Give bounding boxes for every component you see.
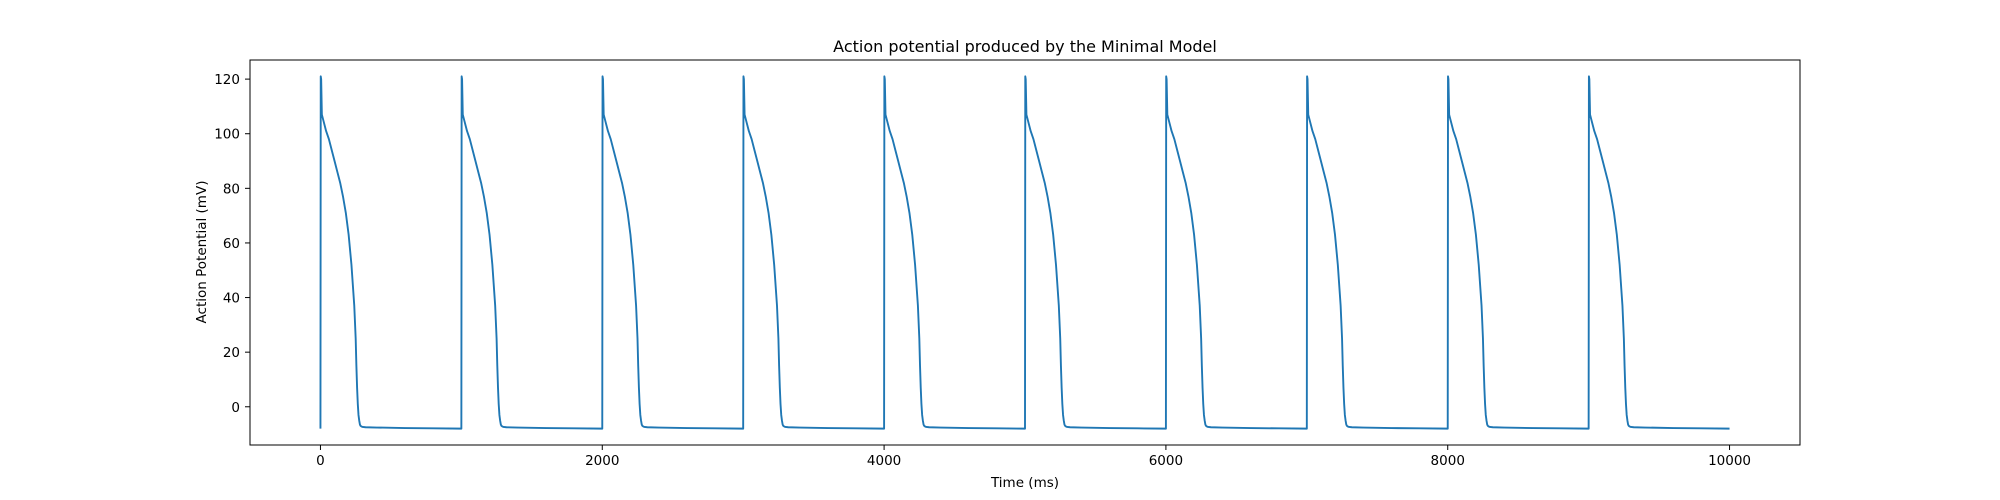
x-tick-label: 0: [316, 453, 325, 469]
x-axis-ticks: 0 2000 4000 6000 8000 10000: [316, 445, 1751, 469]
x-tick-label: 2000: [585, 453, 619, 469]
x-tick-label: 8000: [1431, 453, 1465, 469]
y-tick-label: 20: [223, 345, 240, 361]
y-axis-label: Action Potential (mV): [194, 181, 210, 324]
x-tick-label: 4000: [867, 453, 901, 469]
y-tick-label: 0: [231, 400, 240, 416]
x-tick-label: 10000: [1708, 453, 1751, 469]
plot-layer: [319, 75, 1731, 430]
y-tick-label: 80: [223, 181, 240, 197]
axes-layer: [249, 59, 1801, 446]
y-tick-label: 40: [223, 291, 240, 307]
y-axis-ticks: 0 20 40 60 80 100 120: [214, 72, 250, 416]
y-tick-label: 60: [223, 236, 240, 252]
plot-frame: [249, 59, 1801, 446]
y-tick-label: 100: [214, 127, 240, 143]
series-line: [319, 75, 1731, 430]
x-axis-label: Time (ms): [990, 475, 1059, 491]
y-tick-label: 120: [214, 72, 240, 88]
x-tick-label: 6000: [1149, 453, 1183, 469]
chart-title: Action potential produced by the Minimal…: [833, 37, 1217, 56]
